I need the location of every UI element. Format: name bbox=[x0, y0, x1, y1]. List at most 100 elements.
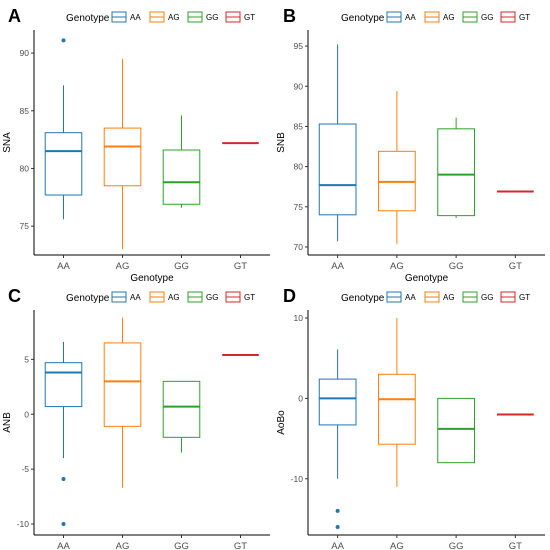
box-ag bbox=[378, 91, 416, 244]
y-tick-label: -10 bbox=[291, 474, 304, 484]
legend-entry-gg: GG bbox=[187, 291, 218, 303]
x-tick-label: AG bbox=[390, 261, 404, 272]
box-aa bbox=[318, 44, 357, 242]
legend-label: AG bbox=[168, 13, 180, 22]
legend-label: GG bbox=[206, 293, 218, 302]
legend-title: Genotype bbox=[341, 293, 385, 304]
legend-title: Genotype bbox=[66, 13, 110, 24]
legend-entry-aa: AA bbox=[111, 11, 141, 23]
legend-label: GT bbox=[519, 293, 530, 302]
box-iqr bbox=[162, 149, 201, 205]
x-tick-label: GT bbox=[234, 261, 247, 272]
panel-c: CGenotypeAAAGGGGT-10-505AAAGGGGTGenotype… bbox=[2, 286, 270, 550]
panel-letter: C bbox=[8, 286, 21, 306]
x-tick-label: GG bbox=[174, 541, 189, 550]
box-iqr bbox=[318, 378, 357, 426]
legend-label: AA bbox=[130, 293, 141, 302]
box-ag bbox=[103, 317, 142, 488]
x-tick-label: GT bbox=[509, 541, 522, 550]
box-iqr bbox=[437, 128, 475, 217]
y-tick-label: 10 bbox=[294, 313, 304, 323]
legend-label: AA bbox=[405, 293, 416, 302]
y-tick-label: 80 bbox=[20, 163, 30, 173]
box-aa bbox=[318, 349, 357, 529]
y-tick-label: 75 bbox=[20, 221, 30, 231]
box-iqr bbox=[162, 380, 201, 438]
legend-label: GG bbox=[481, 293, 493, 302]
box-iqr bbox=[44, 362, 83, 408]
y-axis-title: AoBo bbox=[276, 410, 287, 435]
legend-entry-gg: GG bbox=[462, 291, 493, 303]
x-tick-label: AA bbox=[331, 541, 344, 550]
legend-label: GT bbox=[244, 293, 255, 302]
legend-title: Genotype bbox=[341, 13, 385, 24]
box-iqr bbox=[318, 123, 357, 216]
legend-label: AA bbox=[405, 13, 416, 22]
panel-d: DGenotypeAAAGGGGT-10010AAAGGGGTGenotypeA… bbox=[276, 286, 545, 550]
legend-label: GG bbox=[481, 13, 493, 22]
x-tick-label: GG bbox=[449, 541, 464, 550]
legend-entry-gt: GT bbox=[225, 291, 255, 303]
box-gg bbox=[162, 380, 201, 453]
legend-entry-gt: GT bbox=[225, 11, 255, 23]
x-tick-label: AA bbox=[57, 541, 70, 550]
x-tick-label: AA bbox=[331, 261, 344, 272]
outlier-point bbox=[61, 477, 66, 482]
y-tick-label: -5 bbox=[21, 464, 29, 474]
x-tick-label: GG bbox=[174, 261, 189, 272]
outlier-point bbox=[335, 508, 340, 513]
legend-entry-aa: AA bbox=[386, 11, 416, 23]
box-iqr bbox=[437, 397, 475, 464]
legend-label: AA bbox=[130, 13, 141, 22]
y-tick-label: 85 bbox=[294, 121, 304, 131]
legend-title: Genotype bbox=[66, 293, 110, 304]
y-tick-label: 80 bbox=[294, 162, 304, 172]
legend-entry-aa: AA bbox=[386, 291, 416, 303]
legend-entry-ag: AG bbox=[424, 11, 455, 23]
legend: Genotype AA AG GG GT bbox=[341, 11, 530, 24]
y-tick-label: 70 bbox=[294, 242, 304, 252]
box-iqr bbox=[378, 373, 416, 445]
box-iqr bbox=[103, 127, 142, 187]
x-tick-label: AG bbox=[116, 541, 130, 550]
legend: Genotype AA AG GG GT bbox=[66, 291, 255, 304]
y-tick-label: 75 bbox=[294, 202, 304, 212]
box-ag bbox=[103, 58, 142, 250]
legend-label: GT bbox=[519, 13, 530, 22]
outlier-point bbox=[61, 38, 66, 43]
y-tick-label: 95 bbox=[294, 41, 304, 51]
box-aa bbox=[44, 38, 83, 220]
x-tick-label: AG bbox=[390, 541, 404, 550]
box-iqr bbox=[103, 342, 142, 427]
outlier-point bbox=[61, 522, 66, 527]
legend-label: AG bbox=[168, 293, 180, 302]
box-gg bbox=[437, 397, 475, 464]
legend-label: GT bbox=[244, 13, 255, 22]
legend-entry-gt: GT bbox=[500, 11, 530, 23]
box-iqr bbox=[44, 132, 83, 196]
y-tick-label: 5 bbox=[24, 354, 29, 364]
legend-entry-gg: GG bbox=[187, 11, 218, 23]
y-tick-label: 90 bbox=[20, 48, 30, 58]
x-tick-label: AG bbox=[116, 261, 130, 272]
x-axis-title: Genotype bbox=[130, 273, 174, 284]
y-tick-label: 0 bbox=[24, 409, 29, 419]
panel-letter: D bbox=[283, 286, 296, 306]
box-gg bbox=[162, 115, 201, 208]
legend-label: AG bbox=[443, 293, 455, 302]
y-tick-label: 90 bbox=[294, 81, 304, 91]
legend-entry-gg: GG bbox=[462, 11, 493, 23]
box-aa bbox=[44, 341, 83, 527]
legend: Genotype AA AG GG GT bbox=[66, 11, 255, 24]
x-axis-title: Genotype bbox=[405, 273, 449, 284]
legend-entry-ag: AG bbox=[149, 11, 180, 23]
box-gg bbox=[437, 117, 475, 219]
y-axis-title: SNA bbox=[2, 132, 13, 153]
legend-entry-gt: GT bbox=[500, 291, 530, 303]
y-tick-label: 85 bbox=[20, 106, 30, 116]
outlier-point bbox=[335, 524, 340, 529]
panel-letter: A bbox=[8, 6, 21, 26]
x-tick-label: GT bbox=[509, 261, 522, 272]
